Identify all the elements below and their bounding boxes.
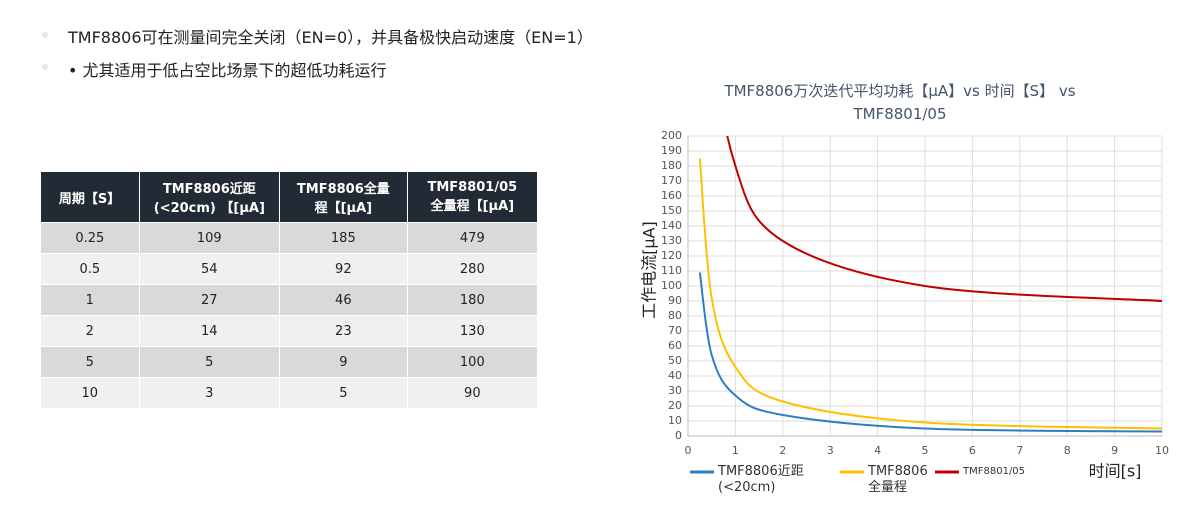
bullet-text: • 尤其适用于低占空比场景下的超低功耗运行	[68, 61, 387, 80]
legend-label: TMF8801/05	[963, 466, 1026, 477]
y-tick-label: 80	[668, 309, 682, 322]
table-cell: 46	[279, 284, 408, 316]
y-tick-label: 90	[668, 294, 682, 307]
table-cell: 27	[138, 284, 281, 316]
y-tick-label: 110	[661, 264, 682, 277]
table-cell: 5	[279, 377, 408, 409]
table-cell: 9	[279, 346, 408, 378]
x-tick-label: 5	[922, 444, 929, 457]
y-tick-label: 20	[668, 399, 682, 412]
table-cell: 14	[138, 315, 281, 347]
y-tick-label: 100	[661, 279, 682, 292]
series-line	[698, 272, 1162, 433]
y-tick-label: 150	[661, 204, 682, 217]
header-cell: 周期【S】	[40, 172, 140, 223]
header-cell: TMF8801/05 全量程【[μA]	[407, 172, 539, 223]
x-tick-label: 6	[969, 444, 976, 457]
x-tick-label: 1	[732, 444, 739, 457]
table-cell: 100	[406, 346, 539, 378]
table-cell: 479	[406, 222, 539, 254]
table-cell: 130	[406, 315, 539, 347]
y-tick-label: 190	[661, 144, 682, 157]
table-cell: 185	[279, 222, 408, 254]
x-tick-label: 4	[874, 444, 881, 457]
series-line	[698, 158, 1162, 430]
y-tick-label: 0	[675, 429, 682, 442]
y-tick-label: 180	[661, 159, 682, 172]
x-tick-label: 10	[1155, 444, 1169, 457]
table-cell: 3	[138, 377, 281, 409]
x-tick-label: 7	[1016, 444, 1023, 457]
y-tick-label: 10	[668, 414, 682, 427]
x-tick-label: 8	[1064, 444, 1071, 457]
bullet-dot	[42, 64, 48, 70]
table-row: 0.25 109 185 479	[40, 222, 539, 254]
table-cell: 2	[40, 315, 140, 347]
y-tick-label: 50	[668, 354, 682, 367]
y-tick-label: 120	[661, 249, 682, 262]
series-line	[726, 136, 1162, 302]
x-tick-label: 3	[827, 444, 834, 457]
y-tick-label: 30	[668, 384, 682, 397]
table-cell: 23	[279, 315, 408, 347]
table-row: 1 27 46 180	[40, 284, 539, 316]
table-cell: 10	[40, 377, 140, 409]
y-tick-label: 200	[661, 129, 682, 142]
header-cell: TMF8806全量 程【[μA]	[279, 172, 408, 223]
table-row: 2 14 23 130	[40, 315, 539, 347]
x-tick-label: 2	[779, 444, 786, 457]
table-cell: 54	[138, 253, 281, 285]
table-cell: 5	[138, 346, 281, 378]
data-table: 周期【S】 TMF8806近距 (<20cm) 【[μA] TMF8806全量 程【…	[40, 172, 539, 409]
table-row: 5 5 9 100	[40, 346, 539, 378]
table-cell: 180	[406, 284, 539, 316]
y-tick-label: 160	[661, 189, 682, 202]
table-cell: 0.25	[40, 222, 140, 254]
table-cell: 1	[40, 284, 140, 316]
y-tick-label: 70	[668, 324, 682, 337]
y-tick-label: 40	[668, 369, 682, 382]
legend-label: TMF8806近距 (<20cm)	[718, 464, 804, 495]
y-axis-label: 工作电流[μA]	[640, 221, 659, 319]
table-cell: 0.5	[40, 253, 140, 285]
table-cell: 90	[406, 377, 539, 409]
x-tick-label: 0	[685, 444, 692, 457]
table-cell: 5	[40, 346, 140, 378]
chart-title: TMF8806万次迭代平均功耗【μA】vs 时间【S】 vs TMF8801/0…	[724, 82, 1076, 123]
table-row: 10 3 5 90	[40, 377, 539, 409]
y-tick-label: 170	[661, 174, 682, 187]
y-tick-label: 130	[661, 234, 682, 247]
x-axis-label: 时间[s]	[1089, 462, 1142, 481]
legend-label: TMF8806 全量程	[868, 464, 928, 495]
table-cell: 109	[138, 222, 281, 254]
y-tick-label: 60	[668, 339, 682, 352]
table-row: 0.5 54 92 280	[40, 253, 539, 285]
bullet-text: TMF8806可在测量间完全关闭（EN=0），并具备极快启动速度（EN=1）	[68, 28, 593, 47]
y-tick-label: 140	[661, 219, 682, 232]
header-cell: TMF8806近距 (<20cm) 【[μA]	[139, 172, 281, 223]
x-tick-label: 9	[1111, 444, 1118, 457]
bullet-dot	[42, 32, 48, 38]
